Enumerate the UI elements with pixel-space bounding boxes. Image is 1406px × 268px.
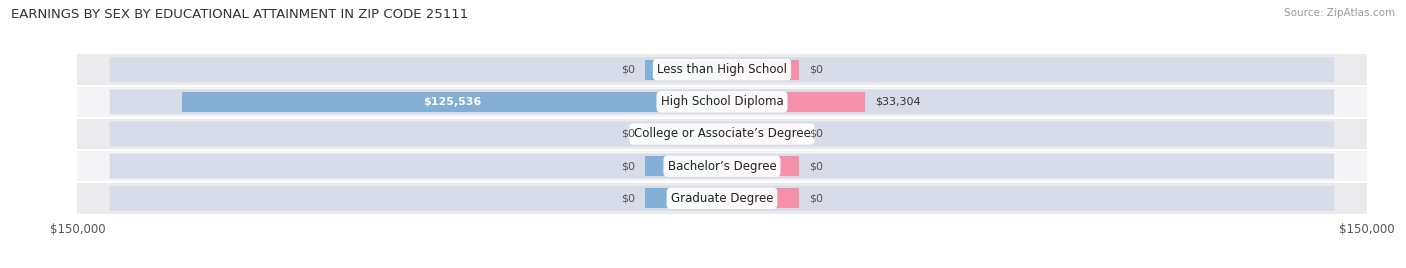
Text: College or Associate’s Degree: College or Associate’s Degree xyxy=(634,128,810,140)
Text: $0: $0 xyxy=(808,65,823,75)
Text: $0: $0 xyxy=(621,65,636,75)
Bar xyxy=(723,188,800,208)
Text: Bachelor’s Degree: Bachelor’s Degree xyxy=(668,160,776,173)
FancyBboxPatch shape xyxy=(110,154,1334,179)
Text: High School Diploma: High School Diploma xyxy=(661,95,783,108)
Text: Less than High School: Less than High School xyxy=(657,63,787,76)
Bar xyxy=(644,188,723,208)
Text: $0: $0 xyxy=(808,161,823,171)
Bar xyxy=(723,60,800,80)
Bar xyxy=(644,60,723,80)
Text: $0: $0 xyxy=(621,129,636,139)
Bar xyxy=(77,54,1367,86)
Text: $33,304: $33,304 xyxy=(875,97,921,107)
Bar xyxy=(644,124,723,144)
Bar xyxy=(723,124,800,144)
Text: Source: ZipAtlas.com: Source: ZipAtlas.com xyxy=(1284,8,1395,18)
FancyBboxPatch shape xyxy=(110,121,1334,147)
Bar xyxy=(77,150,1367,182)
FancyBboxPatch shape xyxy=(110,57,1334,82)
Text: $0: $0 xyxy=(621,193,636,203)
Bar xyxy=(183,92,723,112)
Text: $0: $0 xyxy=(808,193,823,203)
Text: Graduate Degree: Graduate Degree xyxy=(671,192,773,205)
FancyBboxPatch shape xyxy=(110,89,1334,114)
Bar xyxy=(723,92,865,112)
Bar xyxy=(77,86,1367,118)
Text: $0: $0 xyxy=(808,129,823,139)
Bar xyxy=(644,156,723,176)
FancyBboxPatch shape xyxy=(110,186,1334,211)
Text: $125,536: $125,536 xyxy=(423,97,481,107)
Bar xyxy=(77,182,1367,214)
Text: $0: $0 xyxy=(621,161,636,171)
Bar xyxy=(723,156,800,176)
Bar xyxy=(77,118,1367,150)
Text: EARNINGS BY SEX BY EDUCATIONAL ATTAINMENT IN ZIP CODE 25111: EARNINGS BY SEX BY EDUCATIONAL ATTAINMEN… xyxy=(11,8,468,21)
